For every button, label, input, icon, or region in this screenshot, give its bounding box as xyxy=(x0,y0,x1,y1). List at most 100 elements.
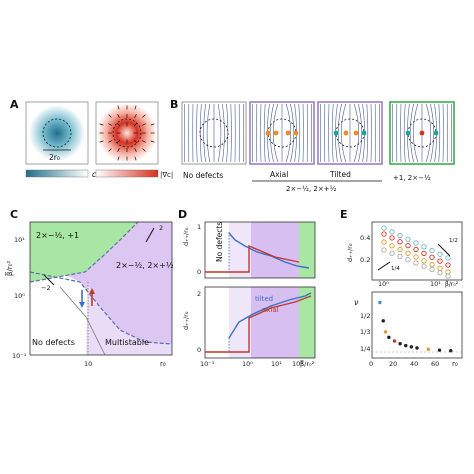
director-field-box xyxy=(317,101,383,165)
gradient-arrow xyxy=(150,140,155,143)
director-field-box xyxy=(249,101,315,165)
nu-point xyxy=(378,300,382,305)
gradient-arrow xyxy=(99,140,104,143)
e-bottom-ytick-3: 1/4 xyxy=(360,345,370,353)
caption-tilted: Tilted xyxy=(329,170,351,179)
field-line xyxy=(438,103,441,163)
slope-quarter-line xyxy=(377,261,391,271)
d-bottom-plot xyxy=(204,286,316,359)
colorbar-grad xyxy=(95,169,159,178)
slope-half-line xyxy=(437,243,451,257)
e-top-point xyxy=(445,262,451,268)
boundary-purple xyxy=(29,271,173,345)
d-top-ytick-2: 0 xyxy=(197,268,201,276)
e-top-point xyxy=(413,240,419,246)
gradient-arrow xyxy=(133,122,138,127)
e-top-point xyxy=(389,229,395,235)
c-ytick-1: 10¹ xyxy=(14,236,25,244)
defect-marker xyxy=(361,130,367,136)
region-none-label: No defects xyxy=(32,338,75,347)
slope-half-label: 1/2 xyxy=(449,238,458,244)
colorbar-c-label: c xyxy=(92,170,97,179)
e-top-point xyxy=(413,260,419,266)
field-line xyxy=(340,103,347,163)
slope-quarter-label: 1/4 xyxy=(391,266,400,272)
e-bottom-xtick-3: 40 xyxy=(410,360,418,368)
c-xtick-1: 10 xyxy=(84,360,92,368)
gradient-arrow xyxy=(134,105,137,110)
slope-line-a xyxy=(43,274,55,286)
nu-point xyxy=(437,348,442,352)
defect-marker xyxy=(343,130,349,136)
field-line xyxy=(199,103,202,163)
field-line xyxy=(206,103,211,163)
region-multi-label: Multistable xyxy=(105,338,149,347)
boundary-nodefect xyxy=(59,286,106,356)
colorbar-c xyxy=(25,169,89,178)
field-line xyxy=(366,103,369,163)
band-light xyxy=(229,287,251,358)
field-line xyxy=(230,103,232,163)
slope-line-b xyxy=(145,227,155,243)
plot-frame xyxy=(204,286,316,359)
e-top-ylabel: d₊₊/r₀ xyxy=(346,243,354,262)
panel-label-b: B xyxy=(170,98,178,111)
slope-b-label: 2 xyxy=(159,224,163,232)
e-top-point xyxy=(445,273,451,279)
panel-e: E d₊₊/r₀ 0.4 0.2 10⁰ 10¹ β̅/r₀² 1/2 1/4 … xyxy=(340,208,463,368)
c-ytick-2: 10⁰ xyxy=(14,292,25,300)
e-top-point xyxy=(381,225,387,231)
gradient-arrow xyxy=(108,140,112,143)
field-line xyxy=(403,103,406,163)
nu-point xyxy=(398,342,402,346)
e-top-point xyxy=(421,263,427,269)
bottom-axial-curve xyxy=(205,295,312,353)
e-top-point xyxy=(397,253,403,260)
gradient-arrow xyxy=(108,114,112,118)
e-top-point xyxy=(429,261,435,268)
scale-label: 2r₀ xyxy=(49,153,60,162)
radius-circle xyxy=(42,118,72,148)
arrow-down-head xyxy=(79,302,85,308)
region-green xyxy=(30,222,138,282)
caption-axial: Axial xyxy=(270,170,288,179)
gradient-arrow xyxy=(108,123,112,126)
panel-b: B No defects Axial Tilted 2×−½, 2×+½ +1,… xyxy=(170,98,455,193)
e-top-point xyxy=(381,239,387,245)
panel-a: A 2r₀ c |∇c| xyxy=(10,98,173,179)
band-light xyxy=(229,222,251,278)
e-top-point xyxy=(445,255,451,261)
director-field-box xyxy=(181,101,247,165)
gradient-blob xyxy=(97,103,157,163)
defect-marker xyxy=(353,130,359,136)
gradient-arrow xyxy=(117,148,120,152)
band-green xyxy=(299,222,315,278)
droplet-outline xyxy=(199,118,229,148)
boundary-green xyxy=(29,221,139,283)
e-top-point xyxy=(437,251,443,257)
field-line xyxy=(425,103,432,163)
e-top-point xyxy=(405,257,411,263)
gradient-arrow xyxy=(117,114,120,118)
field-line xyxy=(196,103,198,163)
e-top-point xyxy=(421,258,427,264)
field-line xyxy=(412,103,419,163)
region-purple-label: 2×−½, 2×+½ xyxy=(116,261,174,270)
field-line xyxy=(285,103,292,163)
e-top-point xyxy=(413,246,419,253)
e-top-point xyxy=(397,246,403,253)
top-axial-curve xyxy=(205,244,300,273)
region-multistable xyxy=(86,282,172,355)
panel-label-a: A xyxy=(10,98,19,111)
gradient-arrows xyxy=(99,105,155,161)
gradient-arrow xyxy=(116,122,121,127)
field-line xyxy=(272,103,279,163)
defect-marker xyxy=(333,130,339,136)
e-top-point xyxy=(429,247,435,254)
defect-marker xyxy=(273,130,279,136)
defect-marker xyxy=(433,130,439,136)
nu-point xyxy=(426,347,430,351)
e-top-point xyxy=(437,258,443,264)
d-xtick-1: 10⁻¹ xyxy=(200,360,215,368)
e-bottom-xtick-4: 60 xyxy=(431,360,439,368)
